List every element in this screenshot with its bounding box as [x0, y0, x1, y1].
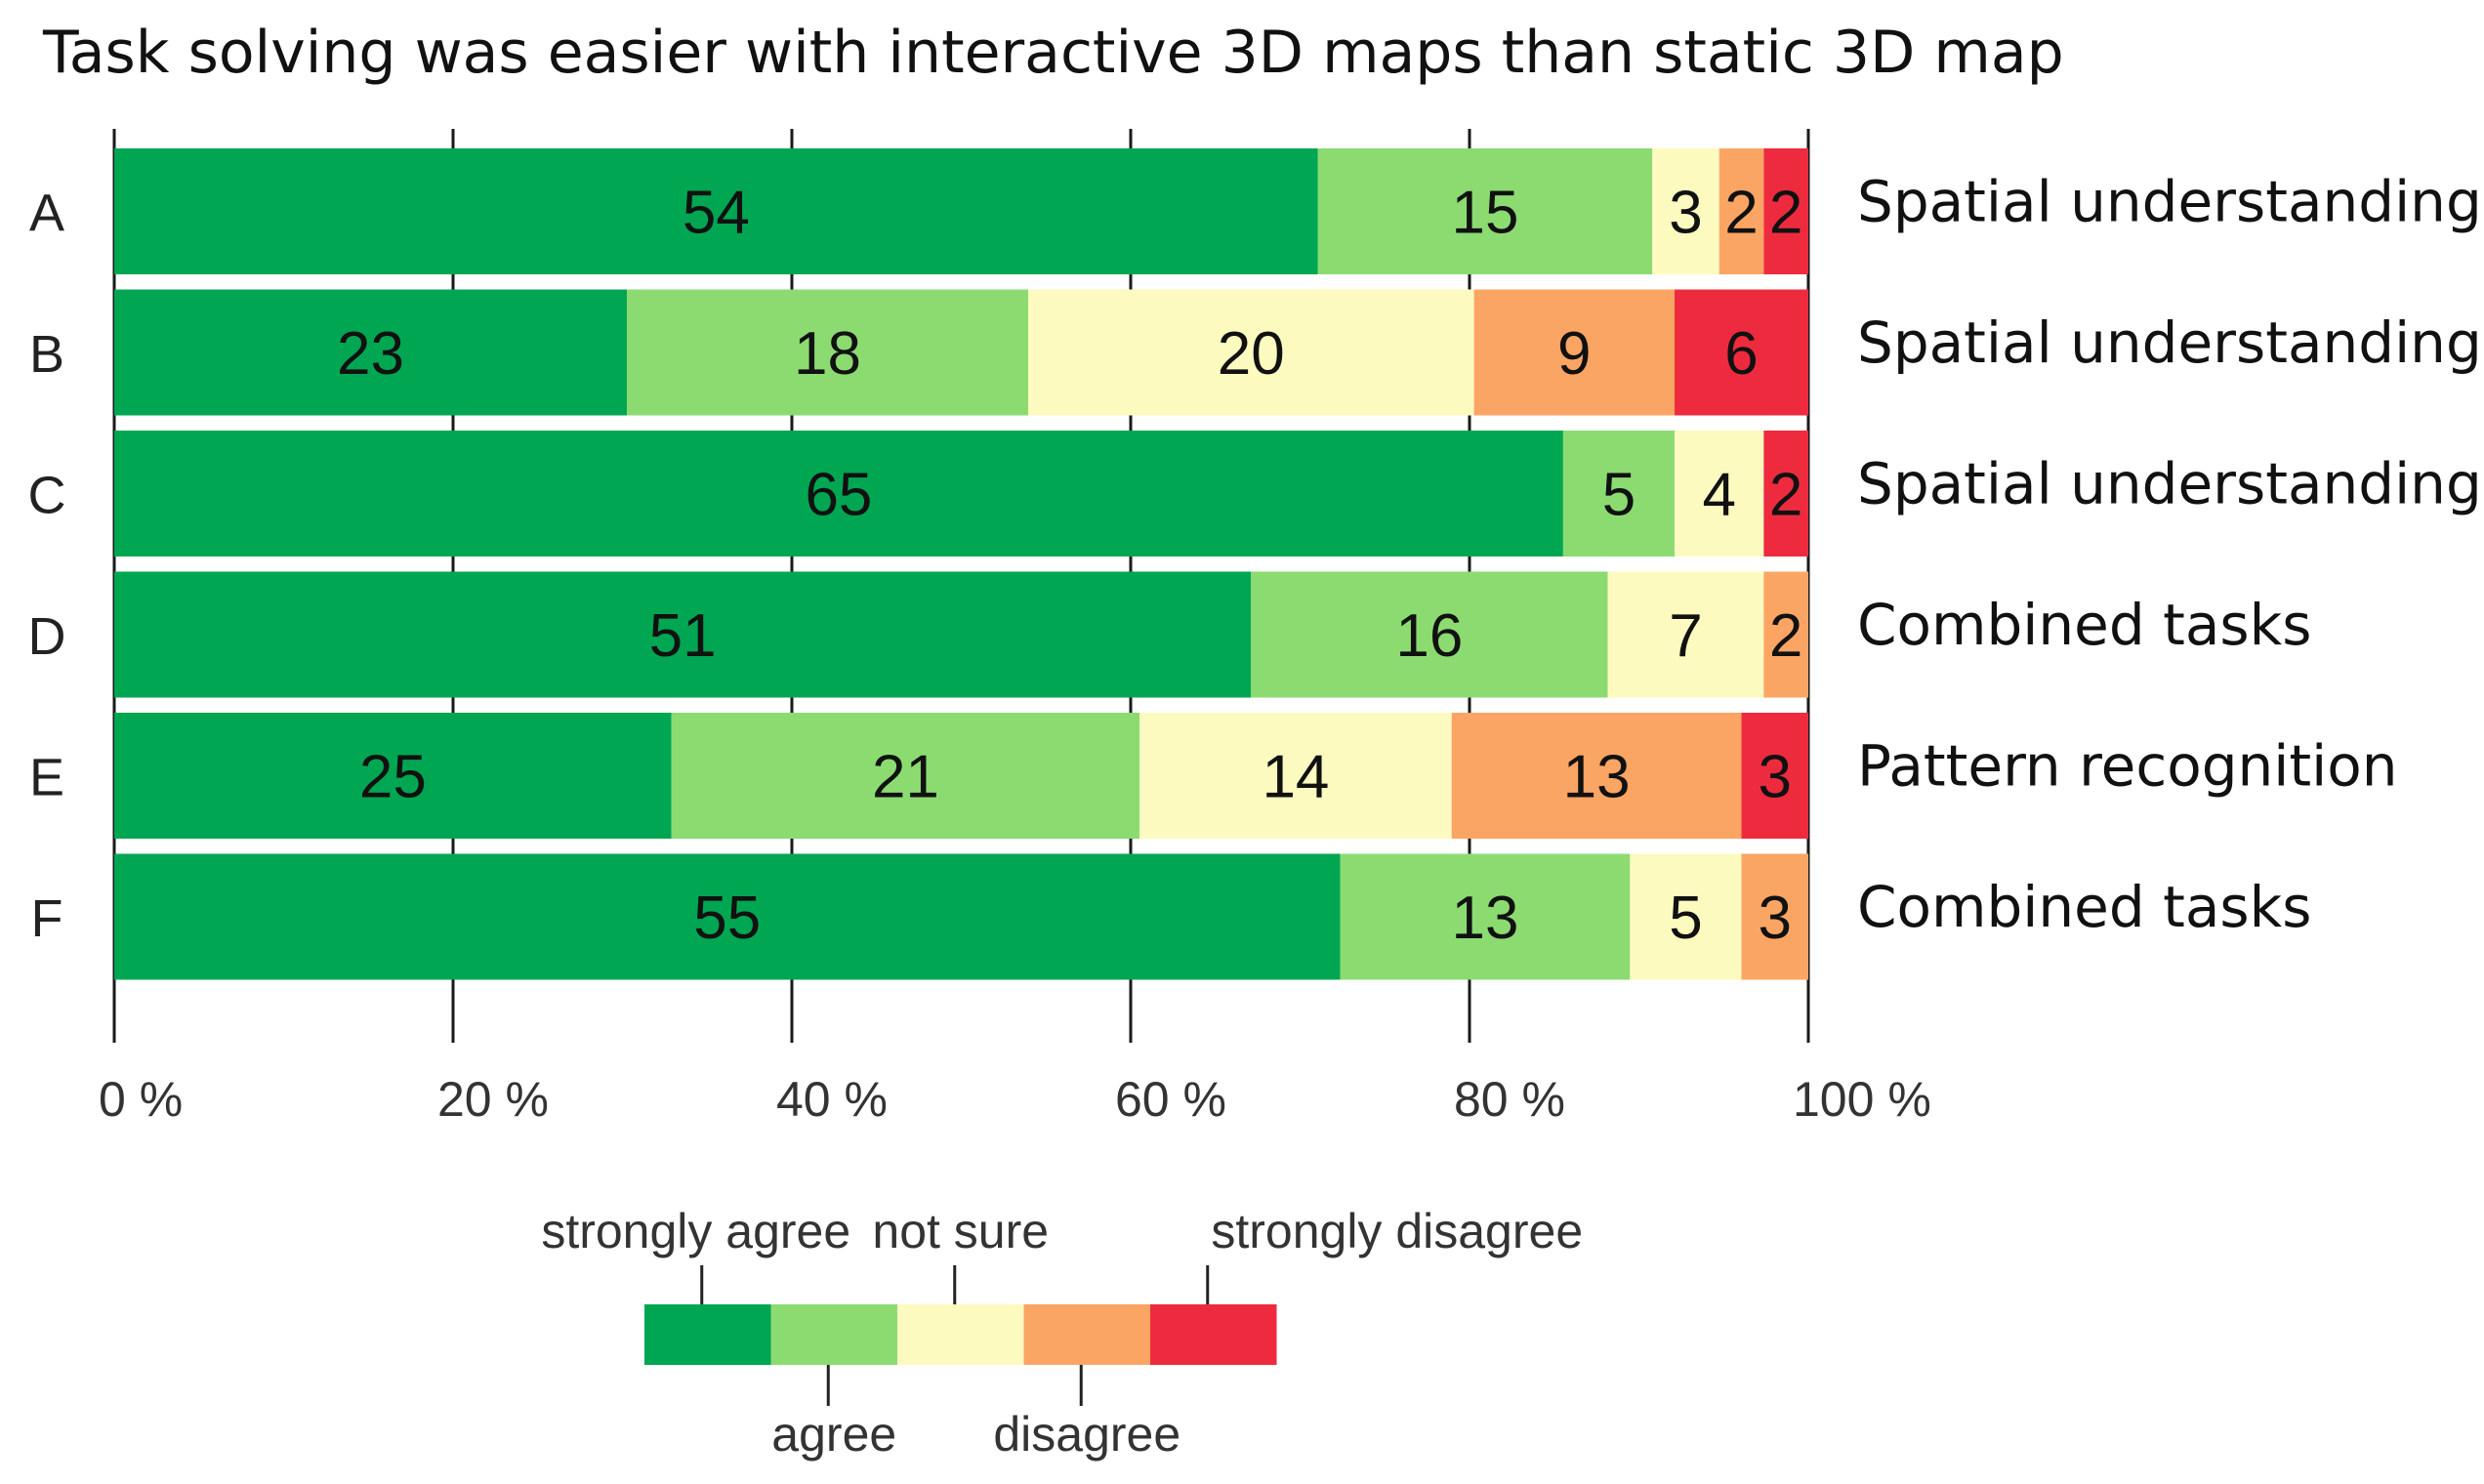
bar-segment-D-not-sure — [1607, 571, 1764, 698]
row-labels: A Spatial understanding B Spatial understan… — [28, 169, 2482, 949]
bar-segment-B-not-sure — [1027, 289, 1474, 416]
bar-segment-A-strongly-agree — [114, 148, 1318, 274]
data-label: 5 — [1602, 462, 1635, 529]
bar-segment-B-strongly-agree — [114, 289, 628, 416]
row-description-C: Spatial understanding — [1857, 451, 2482, 517]
bar-segment-D-disagree — [1763, 571, 1808, 698]
data-label: 13 — [1451, 885, 1518, 952]
row-label-A: A — [29, 185, 64, 243]
data-label: 55 — [693, 885, 761, 952]
bar-segment-C-not-sure — [1675, 431, 1764, 556]
x-tick-label: 40 % — [776, 1072, 888, 1127]
bar-segment-A-disagree — [1718, 148, 1764, 274]
data-label: 21 — [872, 744, 939, 811]
data-label: 4 — [1702, 462, 1735, 529]
data-label: 2 — [1769, 180, 1802, 247]
bar-segment-A-agree — [1317, 148, 1653, 274]
bar-segment-D-strongly-agree — [114, 571, 1252, 698]
legend-swatch-disagree — [1023, 1304, 1150, 1365]
bar-segment-A-not-sure — [1652, 148, 1719, 274]
bar-segment-F-agree — [1340, 853, 1631, 980]
row-description-B: Spatial understanding — [1857, 309, 2482, 376]
legend-label-agree: agree — [771, 1407, 896, 1462]
data-label: 23 — [337, 320, 404, 388]
row-description-F: Combined tasks — [1857, 874, 2311, 940]
x-tick-label: 80 % — [1454, 1072, 1565, 1127]
legend: strongly agree agree not sure disagree stron… — [541, 1204, 1583, 1462]
data-label: 3 — [1669, 180, 1702, 247]
bar-segment-B-disagree — [1473, 289, 1676, 416]
data-label: 5 — [1669, 885, 1702, 952]
bar-segment-B-strongly-disagree — [1675, 289, 1808, 416]
bar-segment-F-disagree — [1741, 853, 1808, 980]
data-label: 14 — [1262, 744, 1329, 811]
legend-label-strongly-disagree: strongly disagree — [1211, 1204, 1583, 1258]
legend-swatch-strongly-disagree — [1150, 1304, 1277, 1365]
bar-segment-E-strongly-disagree — [1741, 713, 1808, 839]
x-tick-label: 20 % — [437, 1072, 549, 1127]
x-tick-label: 60 % — [1115, 1072, 1226, 1127]
bar-segment-C-agree — [1562, 431, 1676, 556]
bar-segment-E-not-sure — [1139, 713, 1452, 839]
x-tick-label: 0 % — [99, 1072, 183, 1127]
row-label-D: D — [28, 607, 66, 666]
bar-segment-E-agree — [671, 713, 1140, 839]
row-label-C: C — [28, 467, 66, 525]
data-label: 2 — [1769, 602, 1802, 670]
bar-segment-A-strongly-disagree — [1763, 148, 1808, 274]
legend-swatch-strongly-agree — [644, 1304, 771, 1365]
bar-segment-F-strongly-agree — [114, 853, 1341, 980]
legend-label-disagree: disagree — [993, 1407, 1180, 1462]
x-tick-label: 100 % — [1793, 1072, 1931, 1127]
data-label: 13 — [1563, 744, 1631, 811]
bar-segment-E-disagree — [1451, 713, 1742, 839]
data-label: 9 — [1557, 320, 1591, 388]
legend-label-strongly-agree: strongly agree — [541, 1204, 850, 1258]
data-label: 6 — [1724, 320, 1758, 388]
data-label: 2 — [1724, 180, 1758, 247]
chart-title: Task solving was easier with interactive… — [42, 19, 2064, 87]
row-description-D: Combined tasks — [1857, 592, 2311, 658]
bar-segment-D-agree — [1251, 571, 1608, 698]
data-label: 20 — [1218, 320, 1285, 388]
data-label: 16 — [1395, 602, 1463, 670]
legend-label-not-sure: not sure — [872, 1204, 1049, 1258]
bar-segment-C-strongly-agree — [114, 431, 1563, 556]
data-label: 51 — [649, 602, 717, 670]
legend-swatch-agree — [770, 1304, 897, 1365]
bar-segment-C-strongly-disagree — [1763, 431, 1808, 556]
row-label-E: E — [29, 749, 64, 807]
data-label: 7 — [1669, 602, 1702, 670]
data-label: 2 — [1769, 462, 1802, 529]
legend-swatch-not-sure — [897, 1304, 1024, 1365]
bar-segment-E-strongly-agree — [114, 713, 672, 839]
bar-segment-F-not-sure — [1630, 853, 1742, 980]
row-label-B: B — [29, 325, 64, 384]
bar-segment-B-agree — [627, 289, 1028, 416]
data-label: 54 — [683, 180, 750, 247]
x-axis: 0 % 20 % 40 % 60 % 80 % 100 % — [99, 1072, 1931, 1127]
data-label: 25 — [359, 744, 427, 811]
data-label: 3 — [1759, 885, 1792, 952]
row-description-A: Spatial understanding — [1857, 169, 2482, 235]
row-description-E: Pattern recognition — [1857, 733, 2398, 800]
row-label-F: F — [31, 889, 63, 948]
data-label: 18 — [794, 320, 861, 388]
bars-group: 54 15 3 2 223 18 20 9 665 5 4 251 16 7 225 21 14 13 355 13 5… — [114, 148, 1808, 980]
data-label: 15 — [1451, 180, 1518, 247]
data-label: 65 — [805, 462, 872, 529]
data-label: 3 — [1759, 744, 1792, 811]
